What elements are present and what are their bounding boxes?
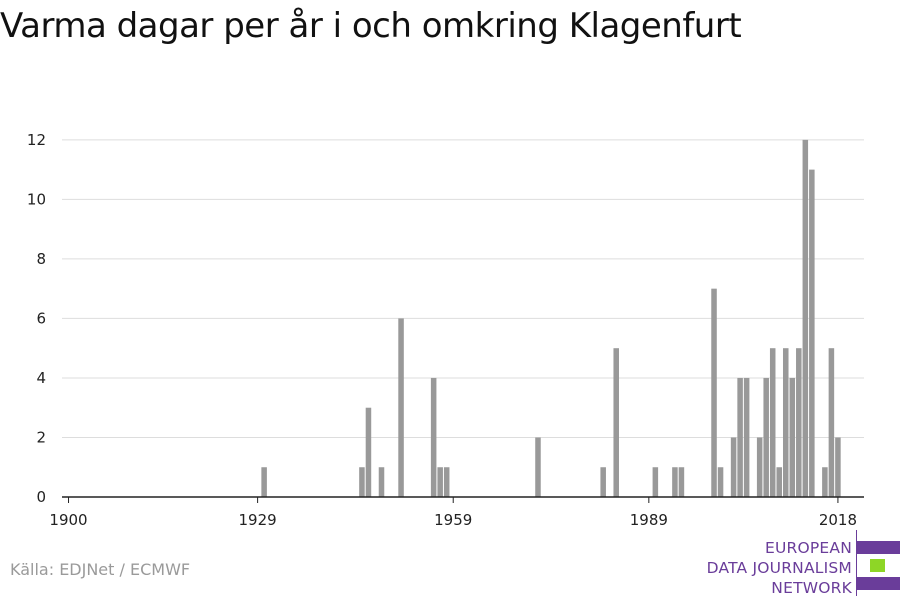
axes: 0 2 4 6 8 10 12 1900 1929 1959 1989 2018 <box>27 131 864 529</box>
logo-bar-purple-bottom <box>857 577 900 590</box>
bar-1972 <box>535 437 541 497</box>
bar-2009 <box>776 467 782 497</box>
bar-1946 <box>365 407 372 497</box>
y-tick-label: 12 <box>27 131 46 149</box>
bars <box>261 139 841 497</box>
bar-1982 <box>600 467 606 497</box>
bar-1956 <box>430 377 437 497</box>
logo-bar-purple-top <box>857 541 900 554</box>
y-tick-label: 10 <box>27 190 46 208</box>
bar-2016 <box>822 467 828 497</box>
x-tick-label: 1929 <box>239 511 277 529</box>
chart-title: Varma dagar per år i och omkring Klagenf… <box>0 6 742 46</box>
bar-2003 <box>737 377 743 497</box>
bar-2007 <box>763 377 769 497</box>
x-tick-label: 1989 <box>630 511 668 529</box>
bar-1958 <box>443 467 450 497</box>
x-tick-label: 1959 <box>434 511 472 529</box>
y-tick-label: 0 <box>36 488 46 506</box>
x-tick-label: 1900 <box>49 511 87 529</box>
logo-line-2: DATA JOURNALISM <box>706 559 852 577</box>
x-tick-label: 2018 <box>819 511 857 529</box>
edjnet-logo: EUROPEAN DATA JOURNALISM NETWORK <box>700 530 900 600</box>
bar-1993 <box>672 467 678 497</box>
bar-2013 <box>802 139 809 497</box>
bar-2006 <box>756 437 763 497</box>
gridlines <box>62 139 864 438</box>
logo-line-3: NETWORK <box>771 579 852 597</box>
bar-2004 <box>743 377 750 497</box>
y-tick-label: 2 <box>36 428 46 446</box>
bar-2000 <box>717 467 724 497</box>
bar-2012 <box>796 348 802 497</box>
y-tick-label: 8 <box>36 250 46 268</box>
logo-line-1: EUROPEAN <box>764 539 852 557</box>
bar-1984 <box>613 348 619 497</box>
logo-bar-green <box>870 559 885 572</box>
bar-1930 <box>261 467 267 497</box>
y-tick-label: 4 <box>36 369 46 387</box>
bar-2014 <box>809 169 815 497</box>
logo-divider <box>856 530 857 596</box>
bar-1951 <box>398 318 404 497</box>
logo-text: EUROPEAN DATA JOURNALISM NETWORK <box>707 538 852 598</box>
bar-1990 <box>652 467 659 497</box>
bar-2010 <box>782 348 789 497</box>
y-tick-label: 6 <box>36 309 46 327</box>
bar-1994 <box>678 467 685 497</box>
bar-2017 <box>828 348 835 497</box>
bar-2002 <box>730 437 737 497</box>
bar-1999 <box>711 288 717 497</box>
bar-1948 <box>378 467 385 497</box>
bar-2018 <box>835 437 841 497</box>
bar-1945 <box>359 467 365 497</box>
bar-1957 <box>437 467 443 497</box>
bar-2008 <box>769 348 776 497</box>
bar-2011 <box>789 377 796 497</box>
source-note: Källa: EDJNet / ECMWF <box>10 560 191 579</box>
